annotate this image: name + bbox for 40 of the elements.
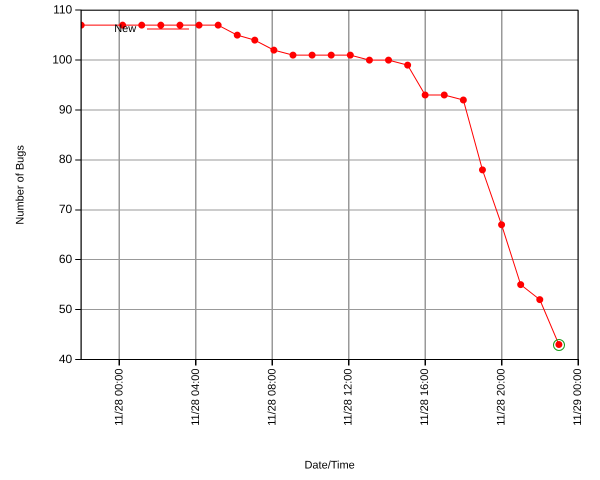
y-tick-label: 80 <box>58 152 73 166</box>
point <box>157 22 164 29</box>
y-tick-label: 60 <box>58 252 73 266</box>
y-tick-label: 90 <box>58 102 73 116</box>
point <box>196 22 203 29</box>
y-tick-label: 50 <box>58 302 73 316</box>
point <box>214 22 222 29</box>
y-tick-label: 70 <box>58 202 73 216</box>
x-tick-label: 11/28 08:00 <box>266 368 278 426</box>
point <box>478 166 486 174</box>
point <box>422 92 429 99</box>
y-axis-title: Number of Bugs <box>14 144 27 225</box>
point <box>138 22 146 29</box>
y-tick-label: 110 <box>53 2 73 17</box>
x-axis-title: Date/Time <box>304 459 355 472</box>
x-tick-label: 11/28 04:00 <box>190 368 202 426</box>
point <box>328 52 335 59</box>
point <box>385 56 392 64</box>
point <box>234 32 241 39</box>
legend-label: New <box>114 23 138 36</box>
point <box>460 96 467 104</box>
point <box>404 62 412 69</box>
point <box>176 22 184 29</box>
point <box>366 56 373 64</box>
point <box>498 221 506 228</box>
x-tick-label: 11/28 12:00 <box>342 368 355 426</box>
x-tick-label: 11/29 00:00 <box>572 368 584 426</box>
point <box>517 281 524 288</box>
x-tick-label: 11/28 20:00 <box>496 368 508 426</box>
x-tick-label: 11/28 00:00 <box>113 368 126 426</box>
point <box>308 52 316 59</box>
point <box>289 52 296 59</box>
x-tick-label: 11/28 16:00 <box>419 368 432 426</box>
point <box>440 92 448 99</box>
point <box>536 296 544 304</box>
y-tick-label: 100 <box>52 52 73 66</box>
point <box>251 36 258 44</box>
point <box>346 52 354 59</box>
y-tick-label: 40 <box>58 352 73 366</box>
point <box>270 46 278 54</box>
